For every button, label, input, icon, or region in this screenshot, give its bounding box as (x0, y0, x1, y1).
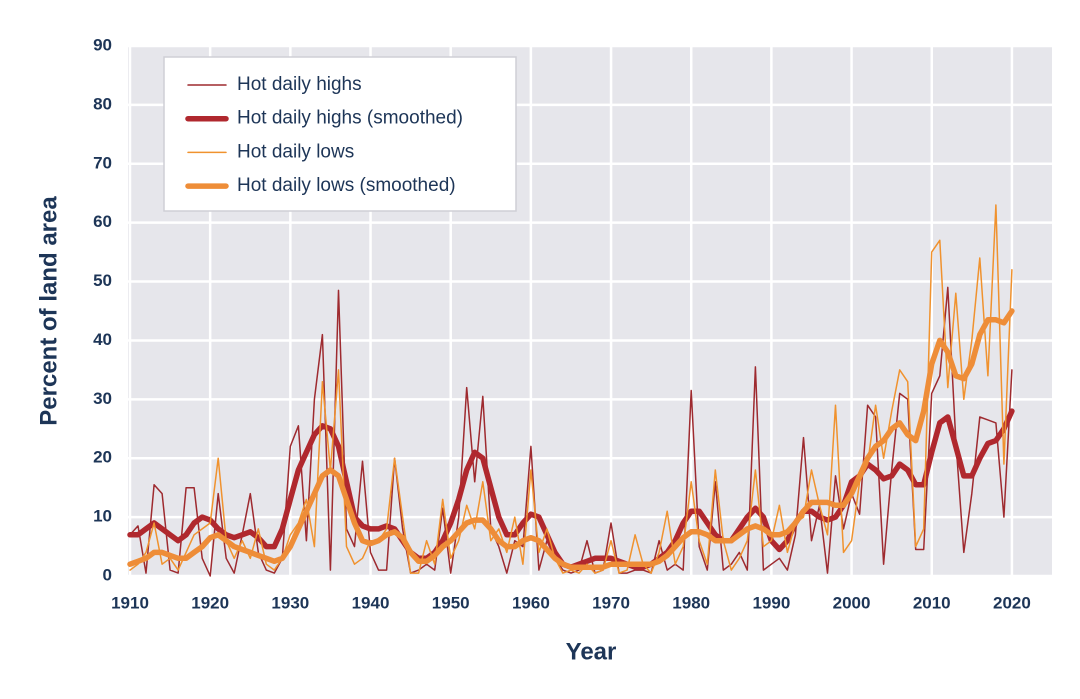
x-tick-label: 1910 (111, 593, 149, 612)
series-line (127, 308, 1015, 570)
x-tick-label: 1980 (672, 593, 710, 612)
x-tick-label: 1940 (352, 593, 390, 612)
y-tick-label: 0 (103, 565, 112, 584)
y-axis-title: Percent of land area (35, 196, 62, 426)
legend-label: Hot daily highs (smoothed) (237, 108, 463, 129)
y-tick-label: 30 (93, 389, 112, 408)
x-tick-label: 2020 (993, 593, 1031, 612)
legend-label: Hot daily highs (237, 74, 362, 95)
y-tick-label: 40 (93, 330, 112, 349)
y-tick-label: 70 (93, 153, 112, 172)
x-tick-label: 1960 (512, 593, 550, 612)
x-tick-label: 1920 (191, 593, 229, 612)
x-tick-label: 1990 (752, 593, 790, 612)
x-tick-label: 2000 (833, 593, 871, 612)
y-tick-label: 20 (93, 448, 112, 467)
x-axis-title: Year (566, 638, 617, 665)
y-tick-label: 60 (93, 212, 112, 231)
x-tick-label: 1970 (592, 593, 630, 612)
x-tick-label: 2010 (913, 593, 951, 612)
legend-label: Hot daily lows (smoothed) (237, 175, 456, 196)
x-tick-label: 1930 (271, 593, 309, 612)
y-tick-label: 80 (93, 94, 112, 113)
y-tick-label: 50 (93, 271, 112, 290)
x-tick-label: 1950 (432, 593, 470, 612)
y-tick-label: 10 (93, 507, 112, 526)
legend-label: Hot daily lows (237, 141, 354, 162)
y-tick-label: 90 (93, 35, 112, 54)
series-line (129, 286, 1013, 577)
legend: Hot daily highs Hot daily highs (smoothed… (163, 56, 517, 212)
